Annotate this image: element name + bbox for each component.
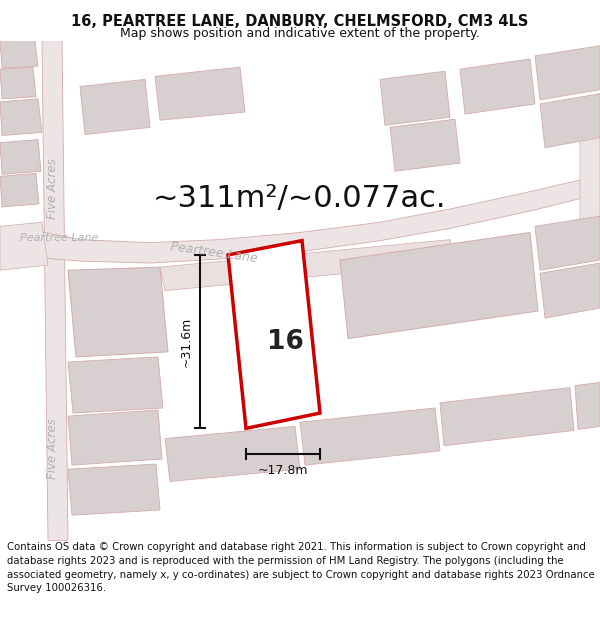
Polygon shape <box>165 426 300 481</box>
Polygon shape <box>160 239 455 291</box>
Polygon shape <box>580 119 600 232</box>
Polygon shape <box>68 267 168 357</box>
Text: ~311m²/~0.077ac.: ~311m²/~0.077ac. <box>153 184 447 213</box>
Polygon shape <box>540 94 600 148</box>
Text: Peartree Lane: Peartree Lane <box>170 241 259 266</box>
Text: Five Acres: Five Acres <box>47 158 59 219</box>
Polygon shape <box>80 79 150 134</box>
Polygon shape <box>68 357 163 413</box>
Polygon shape <box>535 216 600 270</box>
Text: Peartree Lane: Peartree Lane <box>20 232 98 242</box>
Polygon shape <box>460 59 535 114</box>
Polygon shape <box>0 99 42 136</box>
Polygon shape <box>155 67 245 120</box>
Polygon shape <box>575 382 600 429</box>
Polygon shape <box>0 67 36 99</box>
Polygon shape <box>0 41 38 68</box>
Polygon shape <box>68 410 162 465</box>
Text: Map shows position and indicative extent of the property.: Map shows position and indicative extent… <box>120 27 480 39</box>
Polygon shape <box>42 41 68 541</box>
Polygon shape <box>0 222 48 270</box>
Text: 16, PEARTREE LANE, DANBURY, CHELMSFORD, CM3 4LS: 16, PEARTREE LANE, DANBURY, CHELMSFORD, … <box>71 14 529 29</box>
Text: ~31.6m: ~31.6m <box>179 316 193 367</box>
Polygon shape <box>540 263 600 318</box>
Polygon shape <box>535 46 600 100</box>
Polygon shape <box>380 71 450 126</box>
Polygon shape <box>340 232 538 339</box>
Polygon shape <box>440 388 574 446</box>
Text: ~17.8m: ~17.8m <box>258 464 308 477</box>
Polygon shape <box>300 408 440 465</box>
Polygon shape <box>228 241 320 428</box>
Polygon shape <box>0 173 39 207</box>
Text: Contains OS data © Crown copyright and database right 2021. This information is : Contains OS data © Crown copyright and d… <box>7 542 595 593</box>
Text: Five Acres: Five Acres <box>47 418 59 479</box>
Polygon shape <box>390 119 460 171</box>
Polygon shape <box>0 139 41 174</box>
Polygon shape <box>0 176 600 263</box>
Text: 16: 16 <box>266 329 304 354</box>
Polygon shape <box>68 464 160 515</box>
